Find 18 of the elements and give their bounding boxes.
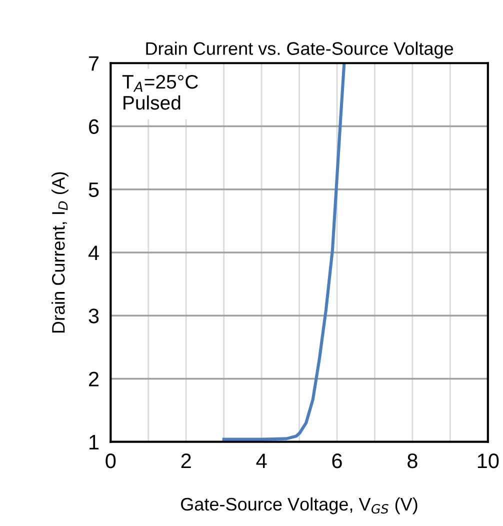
y-tick-label: 6 xyxy=(89,119,99,134)
chart-title: Drain Current vs. Gate-Source Voltage xyxy=(146,42,454,59)
y-tick-label: 5 xyxy=(88,182,99,198)
x-tick-label: 6 xyxy=(332,454,342,468)
y-axis-title: Drain Current, I$_{D}$ (A) xyxy=(52,172,68,333)
x-tick-label: 8 xyxy=(408,454,418,468)
x-tick-label: 2 xyxy=(181,454,191,468)
x-tick-label: 10 xyxy=(478,454,499,468)
line-series xyxy=(222,63,346,441)
x-axis-title: Gate-Source Voltage, V$_{GS}$ (V) xyxy=(181,497,418,514)
y-tick-label: 7 xyxy=(89,56,99,71)
x-tick-label: 4 xyxy=(256,454,267,468)
annotation: T$_{A}$=25°C Pulsed xyxy=(122,74,198,110)
y-tick-label: 1 xyxy=(90,435,99,450)
y-tick-label: 4 xyxy=(88,246,99,260)
y-tick-label: 2 xyxy=(89,372,99,386)
x-tick-label: 0 xyxy=(106,454,116,468)
y-tick-label: 3 xyxy=(88,308,99,324)
